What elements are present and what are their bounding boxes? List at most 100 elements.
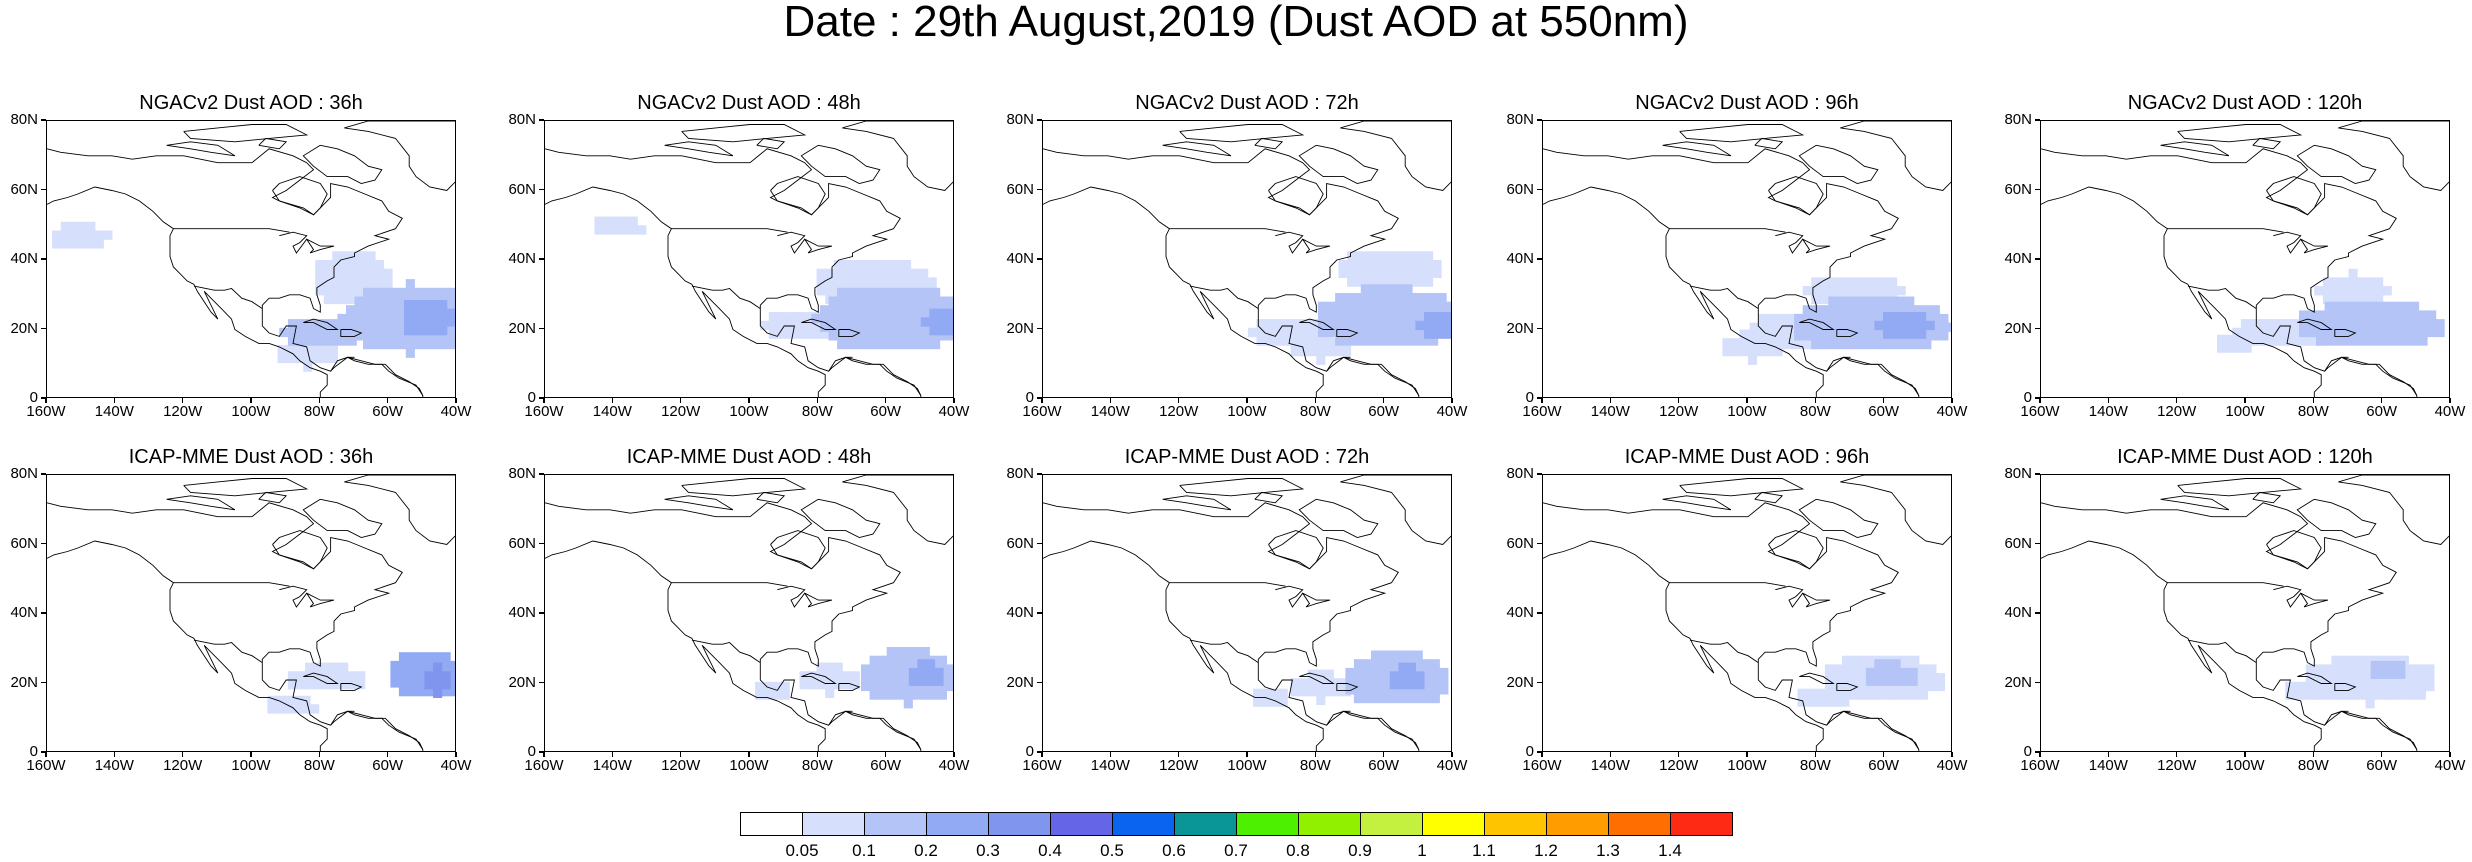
coastline <box>1662 495 1732 511</box>
coastline <box>2338 121 2449 191</box>
y-tick-label: 20N <box>508 319 536 337</box>
dust-aod-area <box>908 659 944 686</box>
x-tick-label: 100W <box>1727 403 1767 420</box>
x-tick <box>543 752 545 757</box>
y-tick <box>539 542 544 545</box>
map-panel: ICAP-MME Dust AOD : 120h 80N 60N 40N 20N 0 160… <box>1994 446 2465 776</box>
x-tick-label: 60W <box>1868 403 1900 420</box>
coastline <box>2266 176 2322 216</box>
x-tick <box>113 398 116 403</box>
y-tick <box>2035 119 2040 121</box>
coastline <box>838 683 861 691</box>
x-tick <box>318 398 321 403</box>
coastline <box>330 710 424 750</box>
y-tick-label: 0 <box>2023 389 2032 406</box>
x-tick <box>1177 752 1180 757</box>
x-tick <box>1541 752 1543 757</box>
coastline <box>272 530 328 570</box>
coastline <box>279 585 335 608</box>
x-tick-label: 40W <box>2434 403 2466 420</box>
coastline <box>193 285 263 309</box>
coastline <box>1669 582 1786 587</box>
y-tick <box>2035 397 2040 399</box>
y-tick <box>2035 258 2040 260</box>
coastline <box>1275 585 1331 608</box>
coastline <box>801 318 837 330</box>
map-canvas <box>47 475 455 751</box>
y-tick-label: 40N <box>1506 250 1534 267</box>
x-tick <box>1951 752 1953 757</box>
dust-aod-area <box>2370 660 2406 679</box>
x-tick-label: 160W <box>1022 403 1062 420</box>
y-tick <box>2035 188 2040 191</box>
coastline <box>1669 228 1786 233</box>
x-tick <box>953 752 955 757</box>
x-tick <box>1814 398 1817 403</box>
y-tick-label: 20N <box>10 673 38 691</box>
coastline <box>166 495 236 511</box>
x-tick-label: 40W <box>440 403 472 420</box>
coastlines <box>2041 475 2449 751</box>
dust-aod-area <box>1415 312 1451 339</box>
map-panel: ICAP-MME Dust AOD : 36h 80N 60N 40N 20N 0 160W… <box>0 446 471 776</box>
colorbar-swatch <box>864 812 927 836</box>
coastline <box>838 329 861 337</box>
x-tick <box>181 752 184 757</box>
coastline <box>1179 124 1305 143</box>
y-tick <box>1037 119 1042 121</box>
y-tick <box>1537 612 1542 614</box>
y-tick-label: 20N <box>1006 673 1034 691</box>
coastline <box>340 683 363 691</box>
x-tick <box>1814 752 1817 757</box>
y-tick-label: 80N <box>1506 111 1534 128</box>
coastline <box>1543 186 1824 397</box>
y-tick <box>41 188 46 191</box>
coastline <box>1189 285 1259 309</box>
x-tick-label: 40W <box>938 757 970 774</box>
coastline <box>1799 672 1835 684</box>
x-tick-label: 80W <box>2297 757 2329 774</box>
colorbar-swatch <box>1050 812 1113 836</box>
colorbar-label: 0.6 <box>1162 841 1186 860</box>
coastline <box>1043 148 1420 397</box>
x-tick-label: 60W <box>372 757 404 774</box>
coastline <box>302 144 383 184</box>
x-tick-label: 40W <box>440 757 472 774</box>
x-tick <box>2175 398 2178 403</box>
x-tick <box>1609 752 1612 757</box>
x-tick <box>2312 752 2315 757</box>
colorbar-swatch <box>988 812 1051 836</box>
coastline <box>1689 285 1759 309</box>
x-tick-label: 60W <box>1868 757 1900 774</box>
coastline <box>330 356 424 396</box>
coastline <box>1043 186 1324 397</box>
y-tick <box>1537 188 1542 191</box>
x-tick <box>543 398 545 403</box>
panel-title: NGACv2 Dust AOD : 48h <box>637 92 861 114</box>
coastline <box>545 148 922 397</box>
coastline <box>1798 144 1879 184</box>
x-tick <box>1314 398 1317 403</box>
coastlines <box>47 475 455 751</box>
x-tick-label: 100W <box>2225 757 2265 774</box>
dust-aod-area <box>1874 312 1935 339</box>
coastline <box>842 475 953 545</box>
panel-title: NGACv2 Dust AOD : 96h <box>1635 92 1859 114</box>
colorbar-label: 1 <box>1417 841 1427 860</box>
coastline <box>2041 540 2322 751</box>
coastline <box>47 540 328 751</box>
coastline <box>2297 318 2333 330</box>
coastline <box>173 228 290 233</box>
coastline <box>1298 144 1379 184</box>
map-canvas <box>1543 475 1951 751</box>
coastline <box>800 144 881 184</box>
map-canvas <box>545 121 953 397</box>
coastline <box>842 121 953 191</box>
y-tick <box>1537 681 1542 684</box>
y-tick-label: 80N <box>10 465 38 482</box>
x-tick-label: 120W <box>661 757 701 774</box>
coastline <box>2324 356 2418 396</box>
y-tick <box>1537 397 1542 399</box>
x-tick <box>2449 398 2451 403</box>
y-tick <box>1037 188 1042 191</box>
